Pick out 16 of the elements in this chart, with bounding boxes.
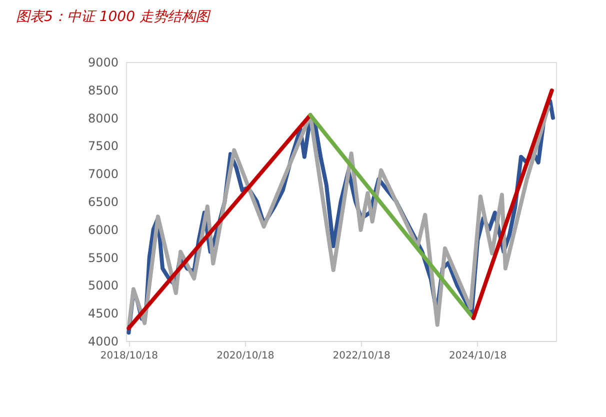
- y-tick-label: 8000: [88, 111, 118, 126]
- x-tick-label: 2020/10/18: [216, 350, 274, 362]
- x-tick-label: 2018/10/18: [100, 350, 158, 362]
- y-tick-label: 8500: [88, 83, 118, 98]
- chart-title: 图表5：中证 1000 走势结构图: [16, 9, 212, 25]
- y-tick-label: 9000: [88, 56, 118, 70]
- x-tick-label: 2024/10/18: [448, 350, 507, 362]
- y-tick-label: 7500: [88, 139, 118, 154]
- y-tick-label: 5500: [88, 250, 118, 265]
- y-tick-label: 5000: [88, 278, 118, 293]
- x-tick-label: 2022/10/18: [332, 350, 390, 362]
- y-tick-label: 4000: [88, 334, 118, 348]
- y-tick-label: 4500: [88, 306, 118, 321]
- y-tick-label: 6500: [88, 195, 118, 209]
- y-tick-label: 7000: [88, 167, 118, 182]
- y-tick-label: 6000: [88, 222, 118, 237]
